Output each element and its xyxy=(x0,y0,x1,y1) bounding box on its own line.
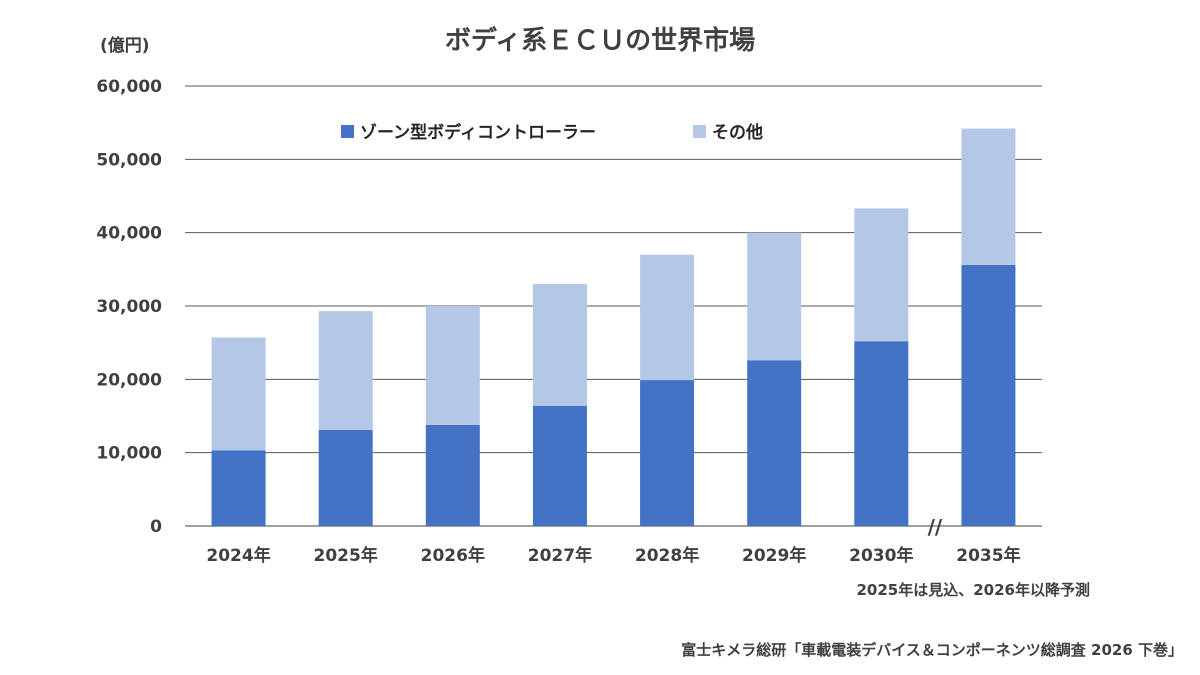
y-tick-label: 40,000 xyxy=(96,224,162,244)
bar-segment-other xyxy=(532,284,587,406)
x-tick-label: 2026年 xyxy=(421,545,485,566)
x-tick-label: 2025年 xyxy=(314,545,378,566)
legend-swatch xyxy=(693,125,706,138)
bar-segment-zone xyxy=(211,450,266,526)
bar-segment-other xyxy=(425,306,480,425)
bar-segment-other xyxy=(211,337,266,451)
chart-title: ボディ系ＥＣＵの世界市場 xyxy=(444,26,756,56)
y-axis-unit-label: (億円) xyxy=(100,36,150,56)
x-tick-label: 2027年 xyxy=(528,545,592,566)
source-credit: 富士キメラ総研「車載電装デバイス＆コンポーネンツ総調査 2026 下巻」 xyxy=(681,641,1183,659)
x-tick-label: 2035年 xyxy=(956,545,1020,566)
y-tick-label: 50,000 xyxy=(96,150,162,170)
bar-segment-other xyxy=(640,254,695,381)
bar-segment-zone xyxy=(961,264,1016,526)
y-tick-label: 0 xyxy=(150,517,162,537)
axis-break-symbol: // xyxy=(928,515,943,539)
bar-segment-other xyxy=(747,232,802,361)
bar-segment-other xyxy=(961,128,1016,265)
legend-label: その他 xyxy=(712,122,763,143)
x-tick-label: 2024年 xyxy=(206,545,270,566)
bar-segment-zone xyxy=(532,405,587,526)
x-tick-label: 2029年 xyxy=(742,545,806,566)
legend: ゾーン型ボディコントローラー その他 xyxy=(341,122,763,143)
grid-layer xyxy=(185,85,1042,527)
bar-segment-other xyxy=(318,311,373,430)
axis-layer: 0 10,000 20,000 30,000 40,000 50,000 60,000 202… xyxy=(96,77,1020,566)
bar-segment-zone xyxy=(425,424,480,526)
legend-label: ゾーン型ボディコントローラー xyxy=(360,122,596,143)
x-tick-label: 2028年 xyxy=(635,545,699,566)
bar-segment-other xyxy=(854,208,909,342)
x-tick-label: 2030年 xyxy=(849,545,913,566)
bar-segment-zone xyxy=(640,380,695,526)
bar-segment-zone xyxy=(318,429,373,526)
y-tick-label: 20,000 xyxy=(96,370,162,390)
y-tick-label: 30,000 xyxy=(96,297,162,317)
bar-segment-zone xyxy=(854,341,909,526)
y-tick-label: 60,000 xyxy=(96,77,162,97)
legend-swatch xyxy=(341,125,354,138)
forecast-note: 2025年は見込、2026年以降予測 xyxy=(856,581,1091,599)
y-tick-label: 10,000 xyxy=(96,444,162,464)
bar-segment-zone xyxy=(747,360,802,526)
bar-layer xyxy=(211,128,1016,526)
